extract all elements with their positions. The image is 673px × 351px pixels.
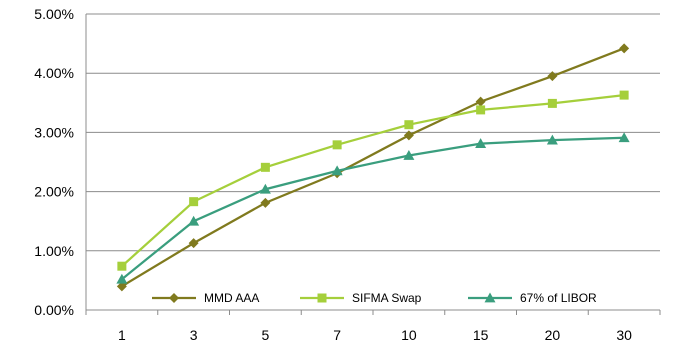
diamond-marker — [403, 130, 414, 141]
legend-label: SIFMA Swap — [352, 291, 422, 305]
diamond-marker — [116, 281, 127, 292]
square-marker — [404, 120, 414, 130]
y-axis-ticks: 0.00% 1.00% 2.00% 3.00% 4.00% 5.00% — [34, 6, 74, 318]
square-marker — [117, 261, 127, 271]
square-marker — [476, 105, 486, 115]
square-marker — [260, 162, 270, 172]
x-tick-label: 3 — [190, 327, 198, 343]
y-tick-label: 4.00% — [34, 65, 74, 81]
diamond-marker — [547, 71, 558, 82]
series-mmd-aaa — [116, 43, 630, 292]
triangle-marker — [188, 215, 200, 226]
y-tick-label: 0.00% — [34, 302, 74, 318]
series-line-mmd-aaa — [121, 47, 625, 288]
series-group — [116, 43, 630, 292]
x-tick-label: 5 — [261, 327, 269, 343]
triangle-marker — [259, 183, 271, 194]
triangle-marker — [475, 138, 487, 149]
triangle-marker — [116, 273, 128, 284]
y-tick-label: 5.00% — [34, 6, 74, 22]
x-tick-label: 30 — [616, 327, 632, 343]
diamond-marker — [169, 293, 179, 303]
legend-item-sifma-swap: SIFMA Swap — [300, 291, 422, 305]
y-tick-label: 1.00% — [34, 243, 74, 259]
legend-item-67-of-libor: 67% of LIBOR — [468, 291, 597, 305]
y-tick-label: 2.00% — [34, 184, 74, 200]
diamond-marker — [475, 96, 486, 107]
x-tick-label: 10 — [401, 327, 417, 343]
x-tick-label: 20 — [545, 327, 561, 343]
square-marker — [547, 98, 557, 108]
legend-item-mmd-aaa: MMD AAA — [152, 291, 259, 305]
square-marker — [189, 197, 199, 207]
diamond-marker — [619, 43, 630, 54]
triangle-marker — [403, 149, 415, 160]
square-marker — [619, 90, 629, 100]
legend: MMD AAA SIFMA Swap 67% of LIBOR — [152, 291, 597, 305]
diamond-marker — [260, 197, 271, 208]
series-line-67-of-libor — [121, 136, 625, 281]
legend-label: 67% of LIBOR — [520, 291, 597, 305]
x-tick-label: 1 — [118, 327, 126, 343]
x-axis-ticks: 1 3 5 7 10 15 20 30 — [85, 310, 661, 343]
triangle-marker — [331, 165, 343, 176]
diamond-marker — [188, 238, 199, 249]
axes — [85, 14, 660, 311]
series-67-of-libor — [116, 132, 630, 284]
series-sifma-swap — [117, 90, 629, 271]
triangle-marker — [618, 132, 630, 143]
x-tick-label: 7 — [333, 327, 341, 343]
triangle-marker — [484, 292, 496, 303]
legend-label: MMD AAA — [204, 291, 259, 305]
gridlines — [86, 13, 660, 252]
square-marker — [317, 293, 327, 303]
square-marker — [332, 140, 342, 150]
series-line-sifma-swap — [121, 93, 625, 268]
x-tick-label: 15 — [473, 327, 489, 343]
y-tick-label: 3.00% — [34, 124, 74, 140]
triangle-marker — [546, 134, 558, 145]
